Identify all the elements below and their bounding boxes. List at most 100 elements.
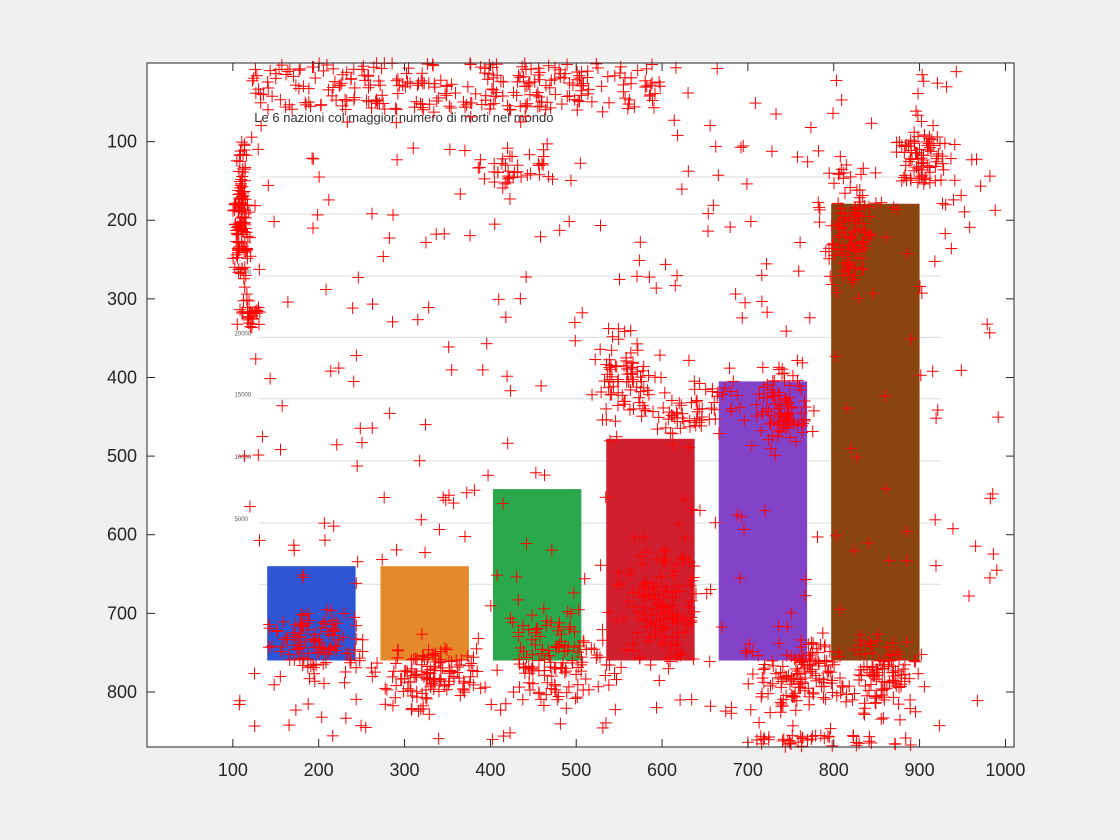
- scatter-point: [986, 487, 999, 500]
- scatter-point: [481, 73, 494, 86]
- scatter-point: [648, 87, 661, 100]
- scatter-point: [899, 731, 912, 744]
- scatter-point: [835, 93, 848, 106]
- scatter-point: [639, 81, 652, 94]
- scatter-point: [494, 75, 507, 88]
- scatter-point: [712, 169, 725, 182]
- scatter-point: [666, 409, 679, 422]
- scatter-point: [262, 82, 275, 95]
- scatter-point: [573, 95, 586, 108]
- scatter-point: [340, 647, 353, 660]
- scatter-point: [799, 666, 812, 679]
- scatter-point: [239, 246, 252, 259]
- scatter-point: [309, 634, 322, 647]
- y-tick-label: 200: [107, 210, 137, 230]
- scatter-point: [756, 361, 769, 374]
- scatter-point: [735, 510, 748, 523]
- scatter-point: [418, 77, 431, 90]
- scatter-point: [563, 76, 576, 89]
- scatter-point: [619, 92, 632, 105]
- scatter-point: [910, 161, 923, 174]
- scatter-point: [833, 671, 846, 684]
- scatter-point: [906, 153, 919, 166]
- scatter-point: [330, 438, 343, 451]
- scatter-point: [350, 693, 363, 706]
- scatter-point: [421, 660, 434, 673]
- scatter-point: [648, 101, 661, 114]
- scatter-point: [601, 368, 614, 381]
- scatter-point: [740, 177, 753, 190]
- scatter-point: [379, 682, 392, 695]
- scatter-point: [768, 389, 781, 402]
- scatter-point: [846, 276, 859, 289]
- scatter-point: [436, 661, 449, 674]
- scatter-point: [348, 91, 361, 104]
- scatter-point: [618, 325, 631, 338]
- scatter-point: [571, 104, 584, 117]
- scatter-point: [380, 683, 393, 696]
- scatter-point: [268, 678, 281, 691]
- scatter-point: [668, 411, 681, 424]
- scatter-point: [235, 136, 248, 149]
- scatter-point: [390, 543, 403, 556]
- scatter-point: [823, 730, 836, 743]
- scatter-point: [781, 409, 794, 422]
- scatter-point: [758, 662, 771, 675]
- scatter-point: [440, 643, 453, 656]
- scatter-point: [770, 108, 783, 121]
- scatter-point: [845, 442, 858, 455]
- scatter-point: [453, 672, 466, 685]
- scatter-point: [826, 238, 839, 251]
- scatter-point: [232, 263, 245, 276]
- scatter-point: [404, 684, 417, 697]
- scatter-point: [659, 258, 672, 271]
- scatter-point: [439, 494, 452, 507]
- x-tick-label: 1000: [985, 760, 1025, 780]
- scatter-point: [624, 324, 637, 337]
- scatter-point: [488, 176, 501, 189]
- scatter-point: [287, 70, 300, 83]
- scatter-point: [683, 441, 696, 454]
- scatter-point: [262, 641, 275, 654]
- scatter-point: [484, 98, 497, 111]
- scatter-point: [922, 137, 935, 150]
- scatter-point: [915, 648, 928, 661]
- scatter-point: [690, 395, 703, 408]
- scatter-point: [351, 555, 364, 568]
- scatter-point: [856, 263, 869, 276]
- scatter-point: [762, 405, 775, 418]
- scatter-point: [650, 580, 663, 593]
- scatter-point: [559, 639, 572, 652]
- scatter-point: [445, 665, 458, 678]
- scatter-point: [841, 402, 854, 415]
- scatter-point: [739, 296, 752, 309]
- scatter-point: [499, 159, 512, 172]
- scatter-point: [944, 152, 957, 165]
- scatter-point: [795, 407, 808, 420]
- scatter-point: [826, 739, 839, 752]
- scatter-point: [610, 430, 623, 443]
- scatter-point: [703, 655, 716, 668]
- scatter-point: [921, 139, 934, 152]
- scatter-point: [671, 129, 684, 142]
- scatter-point: [238, 281, 251, 294]
- scatter-point: [590, 57, 603, 70]
- scatter-point: [671, 558, 684, 571]
- scatter-point: [432, 91, 445, 104]
- scatter-point: [839, 265, 852, 278]
- scatter-point: [909, 655, 922, 668]
- scatter-point: [915, 149, 928, 162]
- scatter-point: [878, 662, 891, 675]
- scatter-point: [455, 654, 468, 667]
- scatter-point: [503, 192, 516, 205]
- scatter-point: [503, 103, 516, 116]
- scatter-point: [792, 265, 805, 278]
- scatter-point: [410, 653, 423, 666]
- scatter-point: [391, 87, 404, 100]
- scatter-point: [647, 583, 660, 596]
- scatter-point: [410, 95, 423, 108]
- scatter-point: [817, 691, 830, 704]
- scatter-point: [613, 273, 626, 286]
- scatter-point: [650, 701, 663, 714]
- y-tick-label: 100: [107, 132, 137, 152]
